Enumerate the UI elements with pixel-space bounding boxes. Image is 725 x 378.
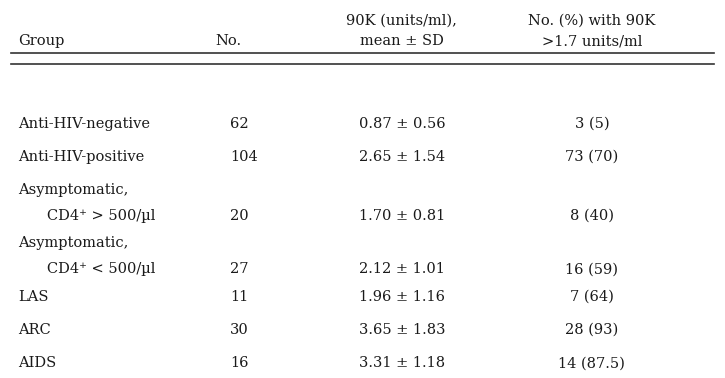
Text: 27: 27 xyxy=(230,262,249,276)
Text: 30: 30 xyxy=(230,323,249,337)
Text: 3.31 ± 1.18: 3.31 ± 1.18 xyxy=(359,356,445,370)
Text: mean ± SD: mean ± SD xyxy=(360,34,444,48)
Text: >1.7 units/ml: >1.7 units/ml xyxy=(542,34,642,48)
Text: 90K (units/ml),: 90K (units/ml), xyxy=(347,14,457,28)
Text: 14 (87.5): 14 (87.5) xyxy=(558,356,625,370)
Text: Group: Group xyxy=(19,34,65,48)
Text: 16 (59): 16 (59) xyxy=(566,262,618,276)
Text: 1.96 ± 1.16: 1.96 ± 1.16 xyxy=(359,290,445,304)
Text: 11: 11 xyxy=(230,290,248,304)
Text: 2.65 ± 1.54: 2.65 ± 1.54 xyxy=(359,150,445,164)
Text: 20: 20 xyxy=(230,209,249,223)
Text: 104: 104 xyxy=(230,150,257,164)
Text: 2.12 ± 1.01: 2.12 ± 1.01 xyxy=(359,262,445,276)
Text: 28 (93): 28 (93) xyxy=(566,323,618,337)
Text: 3 (5): 3 (5) xyxy=(574,117,609,131)
Text: Asymptomatic,: Asymptomatic, xyxy=(19,183,129,197)
Text: No. (%) with 90K: No. (%) with 90K xyxy=(528,14,655,28)
Text: 3.65 ± 1.83: 3.65 ± 1.83 xyxy=(359,323,445,337)
Text: LAS: LAS xyxy=(19,290,49,304)
Text: 8 (40): 8 (40) xyxy=(570,209,614,223)
Text: CD4⁺ > 500/µl: CD4⁺ > 500/µl xyxy=(33,209,155,223)
Text: 73 (70): 73 (70) xyxy=(566,150,618,164)
Text: AIDS: AIDS xyxy=(19,356,57,370)
Text: No.: No. xyxy=(215,34,241,48)
Text: 16: 16 xyxy=(230,356,249,370)
Text: Asymptomatic,: Asymptomatic, xyxy=(19,237,129,251)
Text: ARC: ARC xyxy=(19,323,51,337)
Text: 0.87 ± 0.56: 0.87 ± 0.56 xyxy=(359,117,445,131)
Text: 1.70 ± 0.81: 1.70 ± 0.81 xyxy=(359,209,445,223)
Text: Anti-HIV-negative: Anti-HIV-negative xyxy=(19,117,151,131)
Text: CD4⁺ < 500/µl: CD4⁺ < 500/µl xyxy=(33,262,155,276)
Text: 62: 62 xyxy=(230,117,249,131)
Text: Anti-HIV-positive: Anti-HIV-positive xyxy=(19,150,145,164)
Text: 7 (64): 7 (64) xyxy=(570,290,614,304)
